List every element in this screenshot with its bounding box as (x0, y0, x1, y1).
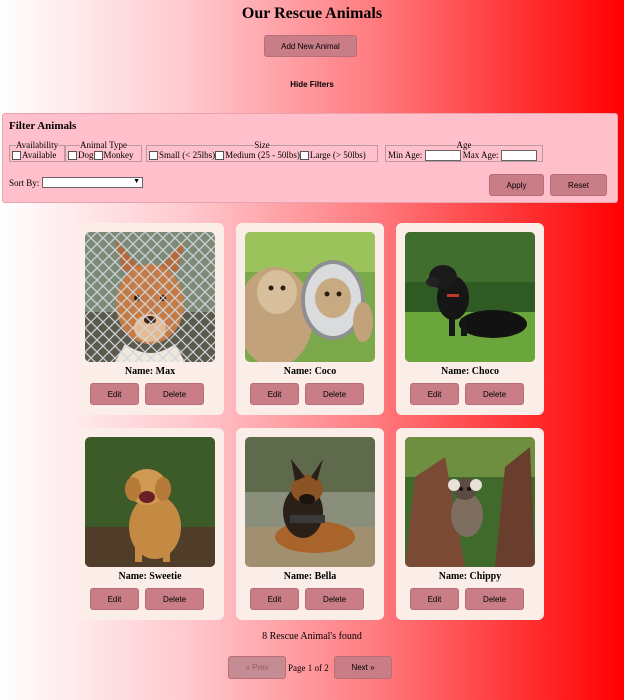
animal-photo (245, 437, 375, 567)
edit-button[interactable]: Edit (90, 588, 139, 610)
small-label: Small (< 25lbs) (159, 150, 216, 160)
animal-photo (85, 437, 215, 567)
animal-card: Name: Choco Edit Delete (396, 223, 544, 415)
sort-by-select[interactable]: ▼ (42, 177, 143, 188)
available-checkbox[interactable] (12, 150, 21, 160)
size-legend: Size (254, 140, 270, 150)
animal-photo (405, 437, 535, 567)
medium-label: Medium (25 - 50lbs) (225, 150, 300, 160)
edit-button[interactable]: Edit (90, 383, 139, 405)
delete-button[interactable]: Delete (145, 588, 204, 610)
animal-type-legend: Animal Type (80, 140, 127, 150)
monkey-checkbox[interactable] (93, 150, 103, 160)
animal-card: Name: Bella Edit Delete (236, 428, 384, 620)
dog-label: Dog (78, 150, 94, 160)
prev-page-button[interactable]: « Prev (228, 656, 286, 679)
delete-button[interactable]: Delete (145, 383, 204, 405)
edit-button[interactable]: Edit (410, 588, 459, 610)
animal-name: Name: Max (124, 366, 176, 377)
small-checkbox[interactable] (149, 150, 158, 160)
delete-button[interactable]: Delete (465, 588, 524, 610)
animal-photo (245, 232, 375, 362)
large-checkbox[interactable] (299, 150, 309, 160)
availability-legend: Availability (15, 140, 59, 150)
edit-button[interactable]: Edit (250, 383, 299, 405)
animal-card: Name: Chippy Edit Delete (396, 428, 544, 620)
min-age-label: Min Age: (388, 150, 423, 160)
min-age-input[interactable] (424, 150, 461, 162)
max-age-label: Max Age: (462, 150, 499, 160)
animal-card: Name: Coco Edit Delete (236, 223, 384, 415)
delete-button[interactable]: Delete (465, 383, 524, 405)
delete-button[interactable]: Delete (305, 588, 364, 610)
large-label: Large (> 50lbs) (309, 150, 366, 160)
edit-button[interactable]: Edit (250, 588, 299, 610)
add-new-animal-button[interactable]: Add New Animal (264, 35, 357, 57)
animal-name: Name: Chippy (438, 571, 502, 582)
animal-photo (405, 232, 535, 362)
age-legend: Age (456, 140, 472, 150)
size-group: Size Small (< 25lbs) Medium (25 - 50lbs) L… (146, 141, 378, 162)
chevron-down-icon: ▼ (133, 177, 140, 185)
hide-filters-toggle[interactable]: Hide Filters (290, 80, 334, 89)
filter-panel: Filter Animals Availability Available An… (2, 113, 618, 203)
animal-name: Name: Bella (283, 571, 337, 582)
edit-button[interactable]: Edit (410, 383, 459, 405)
animal-card: Name: Max Edit Delete (76, 223, 224, 415)
animal-name: Name: Coco (283, 366, 337, 377)
sort-by-label: Sort By: (9, 178, 40, 188)
page-title: Our Rescue Animals (241, 5, 383, 22)
medium-checkbox[interactable] (215, 150, 225, 160)
animal-card: Name: Sweetie Edit Delete (76, 428, 224, 620)
animal-photo (85, 232, 215, 362)
next-page-button[interactable]: Next » (334, 656, 392, 679)
delete-button[interactable]: Delete (305, 383, 364, 405)
page-indicator: Page 1 of 2 (288, 663, 329, 673)
max-age-input[interactable] (500, 150, 537, 162)
monkey-label: Monkey (103, 150, 134, 160)
apply-button[interactable]: Apply (489, 174, 544, 196)
reset-button[interactable]: Reset (550, 174, 607, 196)
dog-checkbox[interactable] (68, 150, 77, 160)
filter-title: Filter Animals (9, 120, 77, 132)
animal-name: Name: Choco (440, 366, 500, 377)
animal-type-group: Animal Type Dog Monkey (65, 141, 142, 162)
animal-name: Name: Sweetie (118, 571, 182, 582)
availability-group: Availability Available (9, 141, 65, 162)
results-count: 8 Rescue Animal's found (262, 631, 362, 642)
age-group: Age Min Age: Max Age: (385, 141, 543, 162)
available-label: Available (22, 150, 57, 160)
